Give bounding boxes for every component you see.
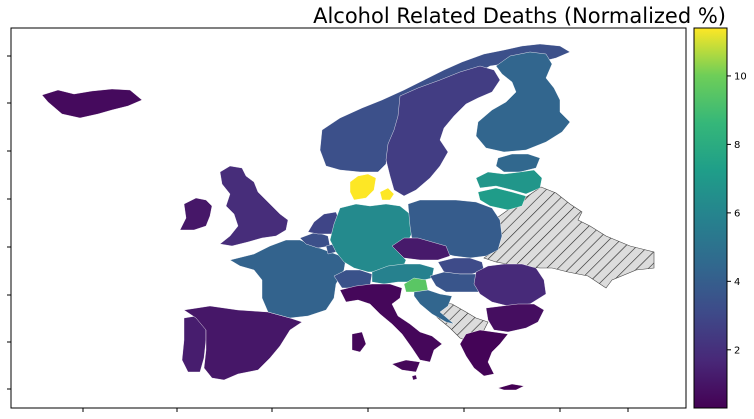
map-title: Alcohol Related Deaths (Normalized %) — [313, 4, 726, 28]
region-estonia — [495, 153, 541, 173]
region-iceland — [41, 88, 143, 119]
region-denmark — [349, 173, 395, 201]
region-latvia — [475, 169, 543, 195]
x-ticks — [82, 408, 629, 412]
region-lithuania — [477, 187, 527, 211]
region-sweden — [385, 65, 501, 197]
region-italy — [339, 283, 443, 373]
colorbar-tick-label: 2 — [734, 345, 740, 356]
region-czechia — [391, 237, 451, 261]
region-finland — [475, 51, 571, 153]
region-croatia — [413, 289, 455, 325]
colorbar-tick-label: 8 — [734, 140, 740, 151]
colorbar — [693, 27, 728, 409]
region-greece — [459, 329, 509, 377]
region-bulgaria — [485, 303, 545, 333]
colorbar-tick-label: 4 — [734, 277, 740, 288]
y-ticks — [7, 55, 11, 390]
region-switzerland — [333, 269, 373, 289]
region-cyprus — [497, 383, 525, 391]
region-france — [229, 239, 347, 319]
region-germany — [329, 203, 415, 273]
colorbar-tick-label: 6 — [734, 208, 740, 219]
colorbar-tick-label: 10 — [734, 71, 747, 82]
region-ireland — [179, 197, 213, 231]
region-spain — [183, 305, 303, 381]
region-malta — [411, 374, 418, 381]
region-romania — [473, 263, 547, 307]
region-united-kingdom — [219, 165, 289, 247]
